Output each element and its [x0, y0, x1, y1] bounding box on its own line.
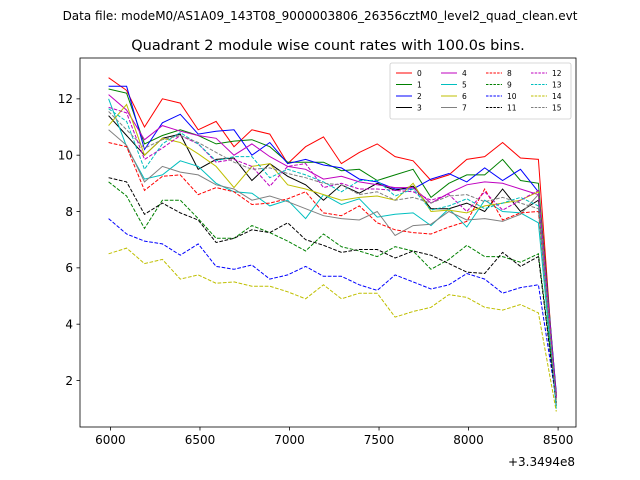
legend-label-2: 2 [417, 92, 422, 101]
series-line-2 [108, 85, 557, 394]
y-tick-label: 12 [58, 92, 73, 106]
series-line-3 [108, 115, 557, 397]
legend-label-3: 3 [417, 103, 422, 112]
series-line-4 [108, 94, 557, 398]
x-tick-label: 6500 [185, 433, 216, 447]
series-line-9 [108, 181, 557, 399]
series-line-11 [108, 177, 557, 404]
series-line-15 [108, 111, 557, 404]
legend-label-11: 11 [507, 103, 517, 112]
legend-label-5: 5 [462, 80, 467, 89]
series-line-14 [108, 247, 557, 412]
y-tick-label: 8 [65, 205, 73, 219]
series-line-0 [108, 77, 557, 406]
y-tick-label: 2 [65, 374, 73, 388]
x-offset-label: +3.3494e8 [508, 455, 575, 469]
x-tick-label: 8000 [453, 433, 484, 447]
legend-label-14: 14 [552, 92, 562, 101]
series-layer [108, 77, 557, 412]
series-line-13 [108, 108, 557, 406]
x-tick-label: 7000 [274, 433, 305, 447]
legend-label-9: 9 [507, 80, 512, 89]
legend-label-4: 4 [462, 69, 467, 78]
legend-label-7: 7 [462, 103, 467, 112]
y-tick-label: 10 [58, 148, 73, 162]
legend-label-12: 12 [552, 69, 562, 78]
legend-box [389, 62, 572, 120]
legend-label-1: 1 [417, 80, 422, 89]
legend-label-8: 8 [507, 69, 512, 78]
series-line-7 [108, 129, 557, 404]
legend-label-6: 6 [462, 92, 467, 101]
series-line-10 [108, 218, 557, 401]
series-line-12 [108, 106, 557, 398]
figure-suptitle: Data file: modeM0/AS1A09_143T08_90000038… [63, 9, 578, 23]
legend-label-13: 13 [552, 80, 562, 89]
y-tick-label: 6 [65, 261, 73, 275]
legend-label-10: 10 [507, 92, 517, 101]
series-line-5 [108, 98, 557, 409]
x-tick-label: 6000 [95, 433, 126, 447]
plot-frame [79, 57, 577, 428]
legend-label-0: 0 [417, 69, 422, 78]
x-tick-label: 7500 [364, 433, 395, 447]
legend-label-15: 15 [552, 103, 562, 112]
x-tick-label: 8500 [543, 433, 574, 447]
y-tick-label: 4 [65, 317, 73, 331]
chart-title: Quadrant 2 module wise count rates with … [131, 38, 525, 54]
